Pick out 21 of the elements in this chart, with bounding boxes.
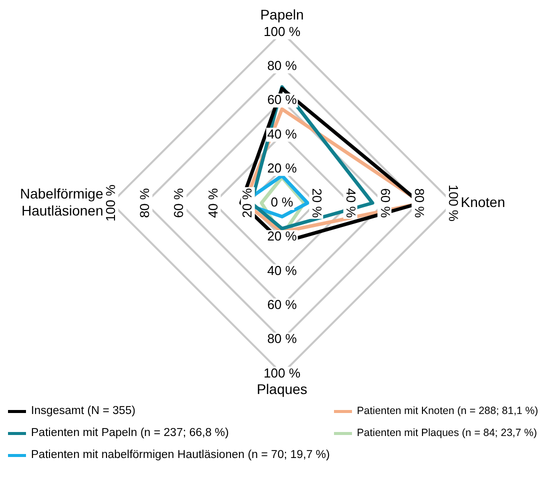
text: 60 %	[378, 188, 393, 218]
text: 100 %	[102, 184, 118, 222]
text: 100 %	[446, 184, 462, 222]
y-tick-label: 100 %	[264, 24, 301, 39]
spoke-label: Plaques	[256, 381, 308, 397]
y-tick-label: 20 %	[267, 160, 298, 176]
text: 20 %	[239, 188, 254, 218]
legend-label: Insgesamt (N = 355)	[31, 405, 136, 417]
y-tick-label: 60 %	[267, 92, 298, 108]
legend-label: Patienten mit nabelförmigen Hautläsionen (n = 70; 19,7 %)	[31, 449, 330, 461]
text: 40 %	[205, 188, 220, 218]
spoke-label: Nabelförmige Hautläsionen	[20, 185, 104, 218]
text: 20 %	[310, 188, 325, 218]
legend-label: Patienten mit Plaques (n = 84; 23,7 %)	[356, 427, 537, 439]
spoke-label: Knoten	[460, 194, 506, 210]
legend-label: Patienten mit Knoten (n = 288; 81,1 %)	[356, 405, 538, 417]
legend-label: Patienten mit Papeln (n = 237; 66,8 %)	[31, 427, 229, 439]
text: 80 %	[412, 188, 428, 218]
spoke-label: Papeln	[260, 6, 304, 23]
text: 60 %	[171, 188, 186, 218]
y-tick-label: 0 %	[270, 194, 294, 210]
